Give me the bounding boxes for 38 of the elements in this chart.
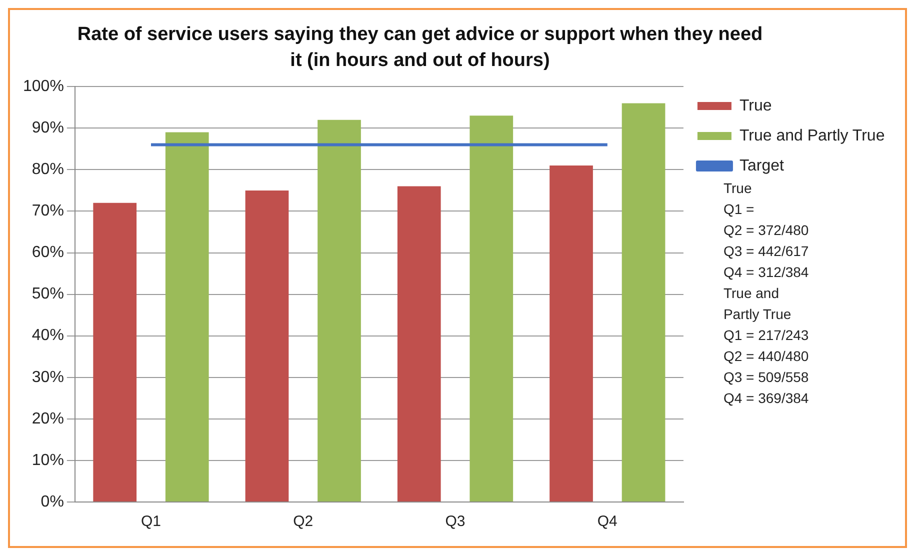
x-tick-label: Q1 [140, 513, 161, 530]
bar [550, 166, 593, 502]
y-tick-label: 70% [32, 202, 64, 220]
x-tick-label: Q2 [293, 513, 314, 530]
bar [470, 116, 514, 502]
y-tick-label: 100% [23, 78, 64, 96]
y-tick-label: 90% [32, 120, 64, 137]
y-tick-label: 0% [40, 493, 64, 510]
bar [165, 132, 209, 502]
text: Q3 = 442/617 [723, 242, 809, 259]
bar [245, 190, 289, 502]
legend-label: Target [739, 157, 784, 174]
text: Q4 = 369/384 [723, 390, 809, 406]
text: Q3 = 509/558 [723, 368, 809, 385]
y-tick-label: 20% [32, 410, 64, 428]
text: Partly True [723, 306, 792, 322]
x-tick-label: Q4 [597, 513, 618, 530]
y-tick-label: 40% [32, 327, 64, 344]
text: True and [723, 284, 779, 301]
x-tick-label: Q3 [445, 513, 466, 530]
bar [318, 120, 361, 502]
legend-label: True [739, 97, 772, 114]
text: Q1 = [723, 200, 754, 217]
y-tick-label: 10% [32, 452, 64, 469]
text: Q4 = 312/384 [723, 264, 809, 280]
text: Q1 = 217/243 [723, 326, 809, 343]
chart-title: Rate of service users saying they can get advice or support when they need it (in hours and out of hours) [76, 23, 764, 73]
text: Q2 = 372/480 [723, 222, 809, 238]
bar [397, 186, 441, 502]
y-tick-label: 50% [32, 286, 64, 303]
bar [622, 103, 666, 502]
bar [93, 202, 137, 502]
y-tick-label: 60% [32, 244, 64, 262]
y-tick-label: 80% [32, 161, 64, 178]
text: Q2 = 440/480 [723, 348, 809, 364]
legend-label: True and Partly True [739, 127, 885, 144]
text: True [723, 180, 752, 196]
y-tick-label: 30% [32, 368, 64, 386]
